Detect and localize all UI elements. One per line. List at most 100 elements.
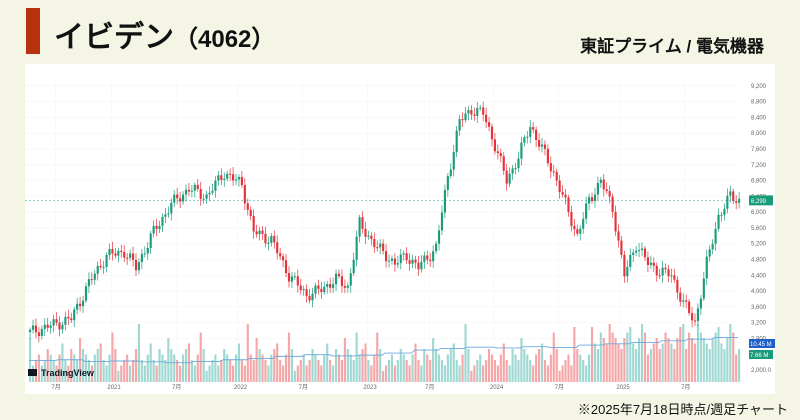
- candle-body: [202, 198, 205, 200]
- candle-body: [735, 201, 738, 203]
- volume-bar: [576, 349, 579, 382]
- volume-bar: [99, 343, 102, 382]
- candle-body: [738, 198, 741, 203]
- volume-bar: [361, 349, 364, 382]
- candle-body: [205, 194, 208, 199]
- y-tick-label: 8,800: [751, 100, 767, 106]
- chart-grid: [25, 78, 737, 371]
- volume-bar: [105, 365, 108, 382]
- volume-bar: [640, 324, 644, 382]
- candle-body: [258, 230, 261, 235]
- candle-body: [487, 122, 491, 127]
- volume-bar: [685, 349, 688, 382]
- volume-bar: [499, 354, 502, 382]
- candle-body: [34, 325, 38, 333]
- candle-body: [96, 265, 99, 274]
- candle-body: [658, 275, 661, 277]
- candle-body: [282, 256, 285, 261]
- candle-body: [667, 269, 670, 277]
- candle-body: [549, 163, 552, 172]
- candle-body: [358, 217, 361, 237]
- volume-bar: [561, 365, 564, 382]
- x-tick-label: 2025: [616, 385, 630, 391]
- candle-body: [602, 179, 605, 190]
- volume-bar: [323, 354, 326, 382]
- volume-bar: [690, 338, 694, 382]
- candle-body: [149, 233, 152, 248]
- volume-bar: [414, 343, 417, 382]
- volume-bar: [599, 332, 602, 382]
- volume-bar: [184, 349, 188, 382]
- volume-bar: [46, 349, 49, 382]
- volume-bar: [626, 332, 629, 382]
- candle-body: [399, 254, 402, 264]
- volume-bar: [540, 343, 544, 382]
- volume-bar: [608, 324, 611, 382]
- candle-body: [273, 235, 276, 243]
- x-tick-label: 2022: [234, 385, 248, 391]
- candle-body: [426, 255, 429, 260]
- volume-bar: [738, 349, 741, 382]
- volume-bar: [234, 354, 238, 382]
- volume-bar: [120, 365, 123, 382]
- candle-body: [523, 137, 526, 143]
- candle-body: [596, 182, 599, 195]
- candle-body: [332, 284, 335, 288]
- candle-body: [435, 243, 438, 252]
- candle-body: [437, 230, 441, 244]
- footer-note: ※2025年7月18日時点/週足チャート: [577, 402, 788, 417]
- candle-body: [676, 279, 679, 293]
- candle-body: [199, 188, 202, 199]
- candle-body: [452, 152, 455, 170]
- candle-body: [393, 258, 396, 265]
- volume-bar: [167, 338, 170, 382]
- title-bar: イビデン（4062） 東証プライム / 電気機器: [18, 8, 782, 56]
- volume-bar: [658, 349, 661, 382]
- candle-body: [184, 189, 188, 195]
- tv-logo-text: TradingView: [41, 368, 95, 378]
- volume-bar: [140, 360, 143, 382]
- candle-body: [181, 194, 185, 202]
- volume-bar: [682, 324, 685, 382]
- volume-bar: [573, 327, 576, 382]
- volume-bar: [417, 360, 420, 382]
- candle-body: [479, 107, 482, 109]
- candle-body: [246, 203, 249, 210]
- volume-bar: [111, 332, 114, 382]
- candle-body: [299, 285, 302, 290]
- candle-body: [520, 142, 523, 159]
- volume-bar: [493, 360, 497, 382]
- volume-bar: [588, 354, 591, 382]
- volume-label: 7.66 M: [750, 353, 768, 359]
- candle-body: [55, 319, 58, 323]
- volume-bar: [649, 349, 652, 382]
- volume-bar: [452, 343, 455, 382]
- candle-body: [537, 139, 541, 147]
- volume-bar: [485, 360, 488, 382]
- volume-bar: [429, 360, 432, 382]
- y-tick-label: 2,000.0: [751, 368, 772, 374]
- candle-body: [696, 308, 700, 322]
- volume-bar: [170, 349, 173, 382]
- volume-bar: [590, 327, 594, 382]
- volume-bar: [405, 360, 408, 382]
- volume-bar: [340, 360, 344, 382]
- volume-bar: [699, 332, 702, 382]
- candle-body: [329, 284, 332, 288]
- volume-bar: [199, 332, 202, 382]
- volume-bar: [332, 365, 335, 382]
- volume-bar: [464, 324, 467, 382]
- candle-body: [432, 251, 435, 262]
- volume-bar: [208, 365, 211, 382]
- volume-bar: [149, 343, 152, 382]
- volume-bar: [81, 349, 85, 382]
- volume-bar: [276, 343, 279, 382]
- candle-body: [585, 203, 588, 219]
- volume-bar: [479, 354, 482, 382]
- candle-body: [279, 253, 282, 257]
- x-tick-label: 7月: [555, 384, 564, 391]
- y-tick-label: 6,800: [751, 179, 767, 185]
- title-accent-bar: [26, 8, 40, 54]
- volume-bar: [152, 360, 155, 382]
- candle-body: [482, 107, 485, 115]
